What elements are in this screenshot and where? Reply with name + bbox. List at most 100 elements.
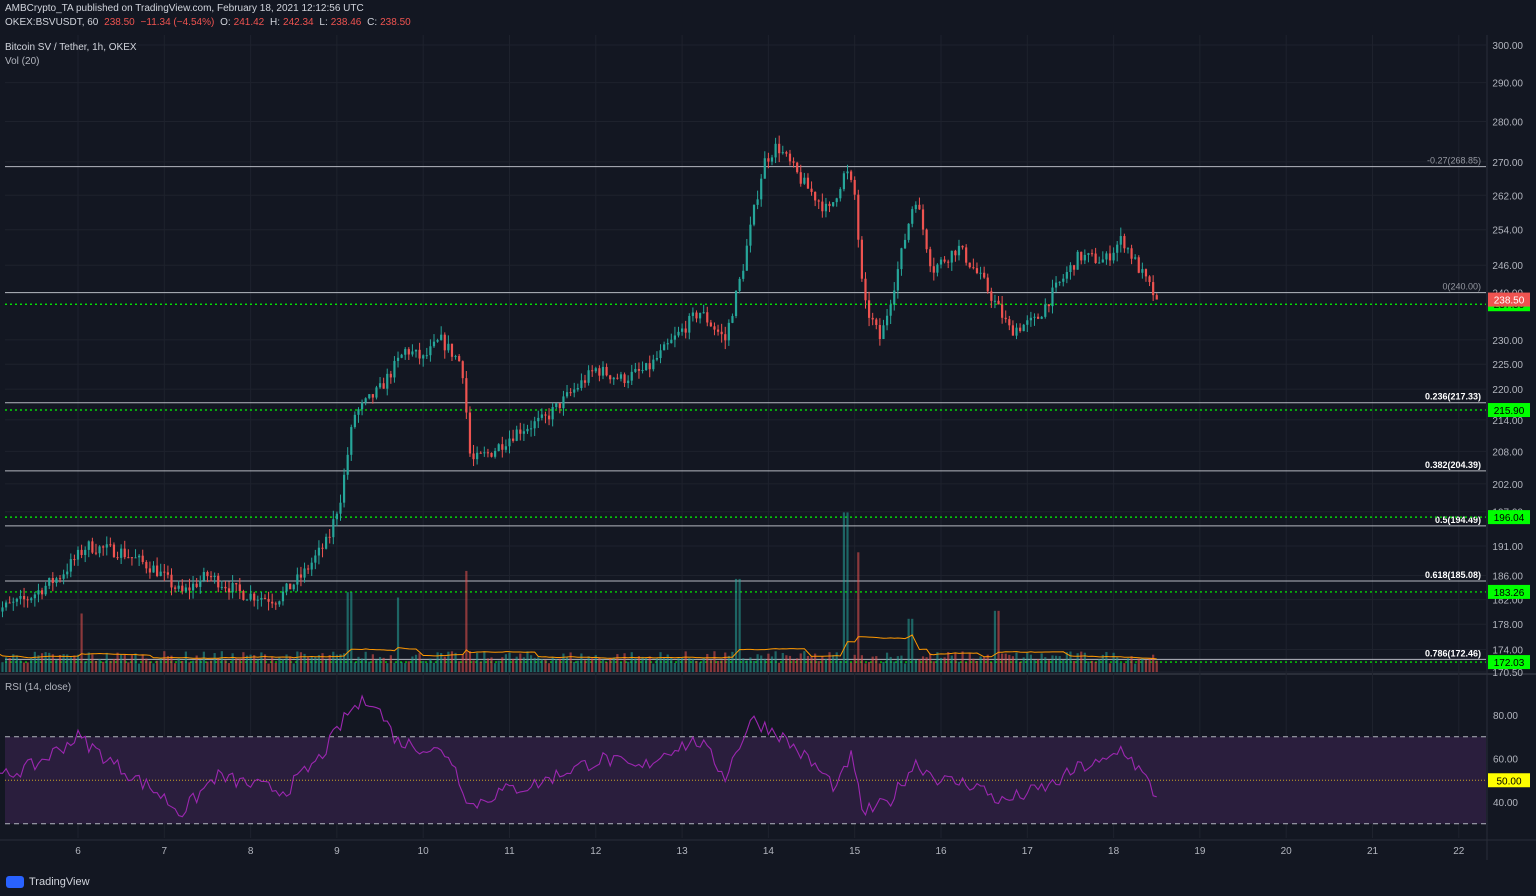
candle-body xyxy=(760,178,763,200)
candle-body xyxy=(1098,262,1101,264)
candle-body xyxy=(425,355,428,357)
candle-body xyxy=(609,375,612,380)
volume-bar xyxy=(231,653,234,672)
candle-body xyxy=(648,363,651,370)
rsi-label: RSI (14, close) xyxy=(5,682,72,693)
volume-bar xyxy=(335,654,338,672)
volume-bar xyxy=(616,654,619,672)
candle-body xyxy=(695,312,698,319)
volume-bar xyxy=(407,661,410,672)
x-tick-label: 21 xyxy=(1367,846,1379,857)
x-tick-label: 22 xyxy=(1453,846,1465,857)
candle-body xyxy=(663,344,666,351)
candle-body xyxy=(278,601,281,605)
candle-body xyxy=(1015,327,1018,336)
candle-body xyxy=(885,315,889,326)
candle-body xyxy=(573,389,576,393)
candle-body xyxy=(1119,236,1122,245)
candle-body xyxy=(634,368,637,372)
volume-bar xyxy=(655,658,659,672)
volume-bar xyxy=(195,655,198,672)
volume-bar xyxy=(763,658,766,672)
volume-bar xyxy=(979,656,982,672)
volume-bar xyxy=(15,655,18,672)
candle-body xyxy=(389,373,392,378)
volume-bar xyxy=(817,661,820,672)
last-price: 238.50 xyxy=(104,17,135,28)
candle-body xyxy=(778,143,781,154)
volume-bar xyxy=(1076,653,1079,672)
volume-bar xyxy=(850,662,853,672)
volume-bar xyxy=(357,656,360,672)
candle-body xyxy=(688,315,691,333)
volume-bar xyxy=(87,652,90,672)
volume-bar xyxy=(267,663,270,672)
tradingview-brand[interactable]: TradingView xyxy=(6,876,90,888)
candle-body xyxy=(159,571,162,577)
candle-body xyxy=(515,429,518,441)
candle-body xyxy=(141,555,144,562)
candle-body xyxy=(209,576,213,578)
x-tick-label: 13 xyxy=(677,846,689,857)
volume-bar xyxy=(972,658,975,672)
volume-bar xyxy=(497,660,500,672)
candle-body xyxy=(461,361,464,379)
volume-bar xyxy=(867,661,871,672)
volume-bar xyxy=(601,659,605,672)
candle-body xyxy=(332,519,335,538)
candle-body xyxy=(947,261,950,263)
candle-body xyxy=(623,374,626,384)
candle-body xyxy=(199,580,202,587)
volume-bar xyxy=(461,654,464,672)
candle-body xyxy=(217,575,220,588)
candle-body xyxy=(407,349,410,355)
volume-bar xyxy=(472,660,475,672)
volume-bar xyxy=(184,651,187,672)
x-tick-label: 10 xyxy=(418,846,430,857)
candle-body xyxy=(846,171,849,174)
volume-bar xyxy=(641,656,644,672)
candle-body xyxy=(490,452,493,457)
candle-body xyxy=(98,546,101,554)
volume-bar xyxy=(957,661,961,672)
candle-body xyxy=(598,368,601,376)
candle-body xyxy=(346,454,349,475)
candle-body xyxy=(69,559,72,572)
candle-body xyxy=(310,562,313,570)
candle-body xyxy=(713,326,716,330)
candle-body xyxy=(1123,236,1126,249)
volume-bar xyxy=(821,656,824,672)
volume-bar xyxy=(598,657,601,672)
y-tick-label: 182.00 xyxy=(1492,596,1523,607)
volume-bar xyxy=(44,652,47,672)
volume-bar xyxy=(990,662,993,672)
candle-body xyxy=(529,428,533,430)
volume-bar xyxy=(422,661,425,672)
candle-body xyxy=(835,198,838,203)
volume-bar xyxy=(242,652,245,672)
x-tick-label: 12 xyxy=(590,846,602,857)
volume-bar xyxy=(468,651,472,672)
volume-bar xyxy=(551,657,554,672)
volume-bar xyxy=(565,656,569,672)
candle-body xyxy=(422,355,425,359)
support-price-label: 183.26 xyxy=(1494,588,1525,599)
open-value: 241.42 xyxy=(233,17,265,28)
volume-bar xyxy=(544,659,547,672)
volume-bar xyxy=(1051,655,1054,672)
candle-body xyxy=(939,259,943,265)
candle-body xyxy=(102,546,105,548)
candle-body xyxy=(867,300,871,318)
candle-body xyxy=(929,249,932,267)
volume-bar xyxy=(864,663,867,672)
volume-bar xyxy=(684,651,687,672)
candle-body xyxy=(1072,265,1076,270)
volume-bar xyxy=(368,661,371,672)
volume-bar xyxy=(98,658,101,672)
volume-bar xyxy=(299,652,303,672)
volume-bar xyxy=(346,592,349,672)
volume-bar xyxy=(666,654,669,672)
volume-bar xyxy=(112,659,116,672)
